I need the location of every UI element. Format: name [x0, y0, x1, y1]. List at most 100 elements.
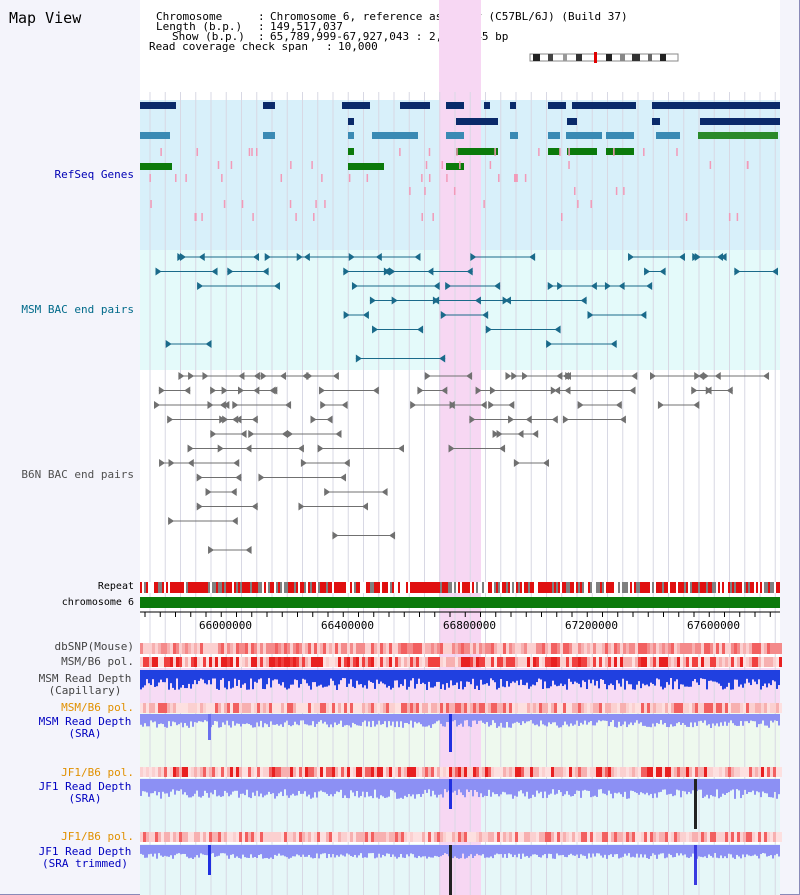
jf1-b6-pol-2-cell — [212, 832, 215, 842]
jf1-sra-depth-bar — [704, 779, 706, 797]
msm-b6-pol-2-cell — [380, 703, 383, 713]
capillary-depth-bar — [542, 670, 544, 689]
msm-b6-pol-cell — [611, 657, 614, 667]
msm-sra-depth-bar — [526, 714, 528, 722]
jf1-sra-depth-bar — [204, 779, 206, 791]
jf1-b6-pol-cell — [449, 767, 452, 777]
capillary-depth-bar — [238, 670, 240, 680]
msm-b6-pol-2-cell — [683, 703, 686, 713]
jf1-b6-pol-2-cell — [392, 832, 395, 842]
jf1-sra-depth-bar — [624, 779, 626, 792]
repeat-element — [422, 582, 424, 593]
jf1-sra-depth-bar — [702, 779, 704, 798]
jf1-sra-depth-bar — [512, 779, 514, 799]
msm-sra-depth-bar — [482, 714, 484, 723]
msm-b6-pol-cell — [248, 657, 251, 667]
capillary-depth-bar — [586, 670, 588, 690]
jf1-sra-depth-bar — [742, 779, 744, 795]
msm-sra-depth-bar — [464, 714, 466, 721]
jf1-sra-depth-bar — [170, 779, 172, 792]
msm-b6-pol-cell — [563, 657, 566, 667]
jf1-sra-depth-bar — [744, 779, 746, 790]
jf1-trim-depth-bar — [198, 845, 200, 858]
jf1-trim-depth-bar — [660, 845, 662, 854]
jf1-b6-pol-cell — [365, 767, 368, 777]
jf1-b6-pol-2-cell — [656, 832, 659, 842]
dbsnp-cell — [260, 643, 263, 654]
msm-b6-pol-cell — [446, 657, 449, 667]
repeat-element — [768, 582, 770, 593]
msm-b6-pol-cell — [293, 657, 296, 667]
capillary-depth-bar — [246, 670, 248, 690]
capillary-depth-bar — [732, 670, 734, 690]
repeat-element — [158, 582, 160, 593]
capillary-depth-bar — [454, 670, 456, 685]
msm-b6-pol-cell — [590, 657, 593, 667]
msm-sra-depth-bar — [632, 714, 634, 726]
jf1-b6-pol-2-cell — [623, 832, 626, 842]
jf1-b6-pol-2-cell — [311, 832, 314, 842]
jf1-b6-pol-2-cell — [584, 832, 587, 842]
jf1-b6-pol-cell — [497, 767, 500, 777]
dbsnp-cell — [533, 643, 536, 654]
refseq-exon-tick — [456, 148, 458, 156]
jf1-trim-depth-bar — [708, 845, 710, 855]
msm-sra-depth-bar — [528, 714, 530, 722]
repeat-element — [538, 582, 540, 593]
jf1-b6-pol-cell — [659, 767, 662, 777]
refseq-gene — [548, 132, 560, 139]
jf1-trim-depth-bar — [356, 845, 358, 858]
jf1-sra-depth-bar — [606, 779, 608, 796]
jf1-sra-depth-bar — [234, 779, 236, 791]
capillary-depth-bar — [714, 670, 716, 682]
jf1-sra-depth-bar — [752, 779, 754, 791]
repeat-element — [180, 582, 182, 593]
msm-b6-pol-2-cell — [713, 703, 716, 713]
msm-b6-pol-cell — [395, 657, 398, 667]
msm-b6-pol-2-cell — [641, 703, 644, 713]
jf1-trim-depth-bar — [604, 845, 606, 855]
msm-sra-depth-bar — [712, 714, 714, 724]
repeat-element — [618, 582, 620, 593]
msm-b6-pol-2-cell — [545, 703, 548, 713]
jf1-sra-depth-bar — [196, 779, 198, 791]
repeat-element — [210, 582, 212, 593]
repeat-element — [582, 582, 584, 593]
capillary-depth-bar — [720, 670, 722, 686]
repeat-element — [610, 582, 612, 593]
capillary-depth-bar — [728, 670, 730, 683]
msm-sra-depth-bar — [184, 714, 186, 724]
jf1-trim-depth-bar — [626, 845, 628, 856]
jf1-b6-pol-cell — [284, 767, 287, 777]
capillary-depth-bar — [368, 670, 370, 681]
jf1-b6-pol-2-cell — [335, 832, 338, 842]
jf1-sra-depth-bar — [278, 779, 280, 794]
jf1-trim-depth-bar — [686, 845, 688, 858]
repeat-element — [642, 582, 644, 593]
msm-b6-pol-2-cell — [779, 703, 782, 713]
jf1-trim-depth-bar — [400, 845, 402, 855]
jf1-trim-depth-bar — [184, 845, 186, 854]
repeat-element — [758, 582, 760, 593]
jf1-trim-depth-bar — [264, 845, 266, 859]
msm-sra-depth-bar — [214, 714, 216, 722]
jf1-b6-pol-label: JF1/B6 pol. — [61, 766, 134, 779]
jf1-sra-depth-bar — [678, 779, 680, 791]
msm-sra-depth-bar — [732, 714, 734, 724]
capillary-depth-bar — [642, 670, 644, 684]
msm-sra-depth-bar — [434, 714, 436, 724]
jf1-trim-depth-bar — [256, 845, 258, 858]
msm-b6-pol-cell — [464, 657, 467, 667]
msm-b6-pol-2-cell — [329, 703, 332, 713]
chromosome-label: chromosome 6 — [61, 597, 134, 608]
msm-b6-pol-2-cell — [197, 703, 200, 713]
msm-bac-pair-end — [253, 253, 260, 261]
msm-sra-depth-bar — [200, 714, 202, 722]
jf1-b6-pol-2-cell — [170, 832, 173, 842]
repeat-element — [294, 582, 296, 593]
capillary-depth-bar — [428, 670, 430, 682]
msm-b6-pol-2-cell — [587, 703, 590, 713]
capillary-depth-bar — [398, 670, 400, 688]
dbsnp-cell — [560, 643, 563, 654]
